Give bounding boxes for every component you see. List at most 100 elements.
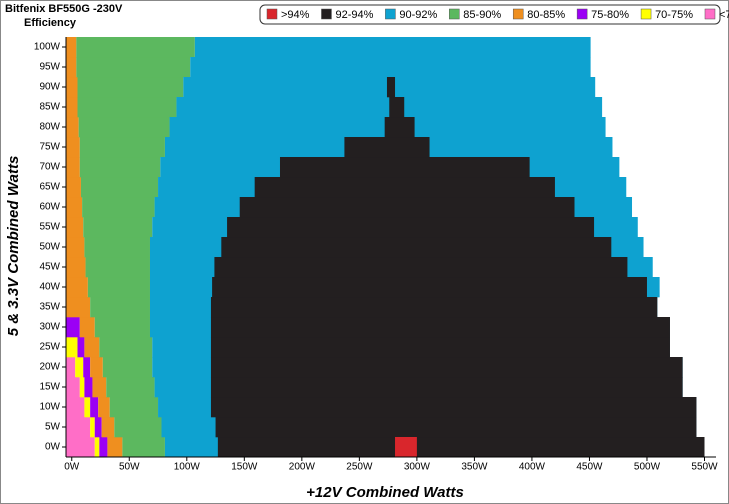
band-cell	[212, 277, 647, 298]
band-cell	[66, 57, 77, 78]
legend-label: 75-80%	[591, 9, 629, 21]
legend-label: 70-75%	[655, 9, 693, 21]
band-cell	[79, 137, 165, 158]
band-cell	[66, 97, 78, 118]
x-tick-label: 100W	[174, 462, 201, 473]
band-cell	[66, 37, 77, 58]
band-cell	[66, 337, 78, 358]
chart-title: Bitfenix BF550G -230V	[5, 3, 123, 15]
x-tick-label: 50W	[119, 462, 140, 473]
legend-label: 85-90%	[463, 9, 501, 21]
band-cell	[85, 257, 150, 278]
band-cell	[90, 417, 95, 438]
y-tick-label: 15W	[39, 382, 60, 393]
band-cell	[107, 437, 123, 458]
band-cell	[77, 337, 85, 358]
legend-label: 80-85%	[527, 9, 565, 21]
y-tick-label: 40W	[39, 282, 60, 293]
band-cell	[66, 277, 88, 298]
band-cell	[190, 57, 591, 78]
band-cell	[386, 77, 396, 98]
band-cell	[99, 337, 153, 358]
x-tick-label: 0W	[64, 462, 80, 473]
y-tick-label: 75W	[39, 142, 60, 153]
y-tick-label: 50W	[39, 242, 60, 253]
band-cell	[76, 37, 195, 58]
band-cell	[395, 437, 417, 458]
band-cell	[76, 57, 191, 78]
y-tick-label: 30W	[39, 322, 60, 333]
band-cell	[84, 237, 150, 258]
band-cell	[109, 397, 159, 418]
band-cell	[66, 137, 80, 158]
band-cell	[66, 437, 95, 458]
chart-subtitle: Efficiency	[24, 17, 77, 29]
x-tick-label: 350W	[461, 462, 488, 473]
band-cell	[99, 437, 108, 458]
band-cell	[83, 357, 91, 378]
band-cell	[384, 117, 415, 138]
band-cell	[101, 417, 115, 438]
band-cell	[66, 217, 84, 238]
band-cell	[279, 157, 530, 178]
y-tick-label: 80W	[39, 122, 60, 133]
legend-swatch	[704, 8, 716, 20]
band-cell	[66, 197, 83, 218]
band-cell	[79, 317, 95, 338]
x-axis-label: +12V Combined Watts	[306, 484, 464, 501]
band-cell	[214, 257, 628, 278]
band-cell	[210, 357, 683, 378]
legend-label: 90-92%	[399, 9, 437, 21]
band-cell	[84, 397, 91, 418]
band-cell	[66, 177, 81, 198]
band-cell	[94, 417, 102, 438]
band-cell	[90, 397, 99, 418]
band-cell	[66, 237, 85, 258]
band-cell	[77, 77, 184, 98]
y-tick-label: 45W	[39, 262, 60, 273]
band-cell	[82, 197, 155, 218]
y-tick-label: 25W	[39, 342, 60, 353]
band-cell	[106, 377, 155, 398]
band-cell	[79, 377, 85, 398]
band-cell	[66, 397, 85, 418]
y-tick-label: 5W	[45, 422, 61, 433]
y-tick-label: 95W	[39, 62, 60, 73]
y-tick-label: 100W	[34, 42, 61, 53]
band-cell	[94, 437, 100, 458]
band-cell	[90, 297, 150, 318]
band-cell	[80, 177, 159, 198]
band-cell	[84, 377, 93, 398]
band-cell	[90, 357, 103, 378]
band-cell	[94, 317, 150, 338]
x-tick-label: 400W	[519, 462, 546, 473]
band-cell	[75, 357, 84, 378]
band-cell	[210, 317, 670, 338]
x-tick-label: 500W	[634, 462, 661, 473]
band-cell	[389, 97, 405, 118]
y-tick-label: 55W	[39, 222, 60, 233]
band-cell	[77, 97, 177, 118]
y-tick-label: 90W	[39, 82, 60, 93]
y-tick-label: 20W	[39, 362, 60, 373]
band-cell	[210, 337, 670, 358]
band-cell	[344, 137, 430, 158]
band-cell	[66, 257, 86, 278]
legend-swatch	[321, 8, 332, 20]
band-cell	[210, 297, 658, 318]
band-cell	[194, 37, 591, 58]
band-cell	[66, 297, 91, 318]
band-cell	[221, 237, 612, 258]
band-cell	[66, 357, 76, 378]
x-tick-label: 550W	[691, 462, 718, 473]
y-tick-label: 10W	[39, 402, 60, 413]
band-cell	[210, 397, 697, 418]
y-tick-label: 60W	[39, 202, 60, 213]
band-cell	[66, 117, 79, 138]
x-tick-label: 450W	[576, 462, 603, 473]
legend-swatch	[385, 8, 396, 20]
band-cell	[66, 157, 80, 178]
band-cell	[78, 117, 170, 138]
band-cell	[84, 337, 100, 358]
